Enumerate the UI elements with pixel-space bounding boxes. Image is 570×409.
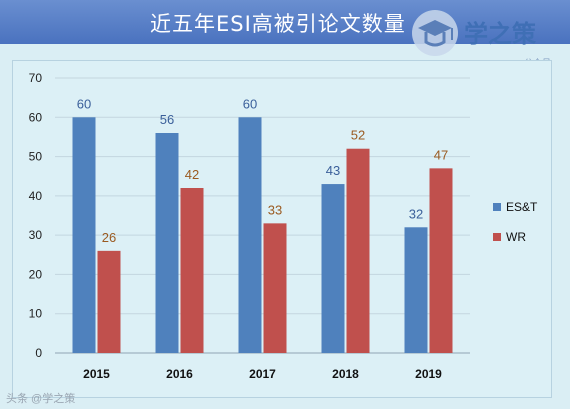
y-tick-label: 70 <box>29 71 43 85</box>
data-label: 32 <box>409 206 423 221</box>
bar-wr <box>180 188 204 353</box>
bar-wr <box>429 168 453 353</box>
data-label: 60 <box>77 96 91 111</box>
legend-label: WR <box>506 230 526 244</box>
bar-est <box>72 117 96 354</box>
bar-est <box>321 184 345 353</box>
brand-logo: 学之策 公众号 <box>412 10 562 68</box>
bar-est <box>238 117 262 354</box>
bar-wr <box>97 250 121 353</box>
y-tick-label: 30 <box>29 228 43 242</box>
data-label: 42 <box>185 167 199 182</box>
x-tick-label: 2018 <box>332 367 359 381</box>
data-label: 47 <box>434 147 448 162</box>
data-label: 43 <box>326 163 340 178</box>
data-label: 33 <box>268 202 282 217</box>
legend-swatch-est <box>493 203 501 211</box>
data-label: 26 <box>102 230 116 245</box>
x-tick-label: 2016 <box>166 367 193 381</box>
y-tick-label: 20 <box>29 267 43 281</box>
graduation-cap-icon <box>412 10 458 56</box>
y-tick-label: 40 <box>29 189 43 203</box>
data-label: 52 <box>351 128 365 143</box>
title-banner: 近五年ESI高被引论文数量 <box>0 0 570 44</box>
data-label: 60 <box>243 96 257 111</box>
bar-wr <box>263 223 287 353</box>
x-tick-label: 2019 <box>415 367 442 381</box>
y-tick-label: 60 <box>29 110 43 124</box>
data-label: 56 <box>160 112 174 127</box>
bar-est <box>155 133 179 353</box>
bar-est <box>404 227 428 353</box>
y-tick-label: 10 <box>29 307 43 321</box>
watermark-text: 头条 @学之策 <box>6 393 76 405</box>
x-tick-label: 2015 <box>83 367 110 381</box>
bar-wr <box>346 148 370 353</box>
y-tick-label: 50 <box>29 150 43 164</box>
legend-swatch-wr <box>493 233 501 241</box>
legend-label: ES&T <box>506 200 538 214</box>
chart-title: 近五年ESI高被引论文数量 <box>150 12 406 36</box>
logo-text: 学之策 <box>464 19 536 48</box>
x-tick-label: 2017 <box>249 367 276 381</box>
y-tick-label: 0 <box>35 346 42 360</box>
